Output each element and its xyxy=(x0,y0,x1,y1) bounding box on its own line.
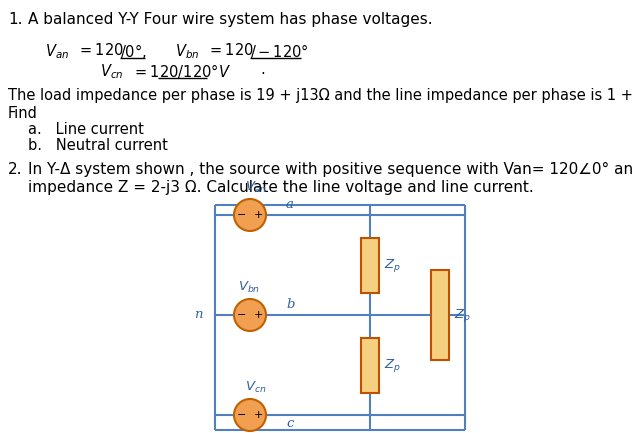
Text: $V_{bn}$: $V_{bn}$ xyxy=(238,280,260,295)
Text: $V_{cn}$: $V_{cn}$ xyxy=(100,62,123,81)
Text: n: n xyxy=(194,308,203,321)
Text: −: − xyxy=(237,210,246,220)
Bar xyxy=(361,237,379,293)
Text: a.   Line current: a. Line current xyxy=(28,122,144,137)
Text: a: a xyxy=(286,198,294,211)
Text: $Z_p$: $Z_p$ xyxy=(384,356,401,374)
Text: The load impedance per phase is 19 + j13Ω and the line impedance per phase is 1 : The load impedance per phase is 19 + j13… xyxy=(8,88,633,103)
Text: 1.: 1. xyxy=(8,12,23,27)
Text: impedance Z = 2-j3 Ω. Calculate the line voltage and line current.: impedance Z = 2-j3 Ω. Calculate the line… xyxy=(28,180,534,195)
Bar xyxy=(431,270,449,360)
Text: $V_{an}$: $V_{an}$ xyxy=(45,42,69,61)
Text: $= 120$: $= 120$ xyxy=(77,42,124,58)
Text: $/0°,$: $/0°,$ xyxy=(120,42,147,61)
Text: −: − xyxy=(237,310,246,320)
Text: $= 120/120° V$: $= 120/120° V$ xyxy=(132,62,231,80)
Text: $V_{cn}$: $V_{cn}$ xyxy=(245,380,266,395)
Text: A balanced Y-Y Four wire system has phase voltages.: A balanced Y-Y Four wire system has phas… xyxy=(28,12,432,27)
Ellipse shape xyxy=(234,399,266,431)
Text: $Z_p$: $Z_p$ xyxy=(384,256,401,274)
Text: b: b xyxy=(286,298,294,311)
Text: c: c xyxy=(286,417,293,430)
Text: 2.: 2. xyxy=(8,162,23,177)
Text: Find: Find xyxy=(8,106,38,121)
Ellipse shape xyxy=(234,199,266,231)
Bar xyxy=(361,337,379,392)
Text: +: + xyxy=(254,310,263,320)
Text: +: + xyxy=(254,210,263,220)
Text: In Y-Δ system shown , the source with positive sequence with Van= 120∠0° and pha: In Y-Δ system shown , the source with po… xyxy=(28,162,633,177)
Text: $/-120°$: $/-120°$ xyxy=(250,42,309,60)
Text: +: + xyxy=(254,410,263,420)
Text: −: − xyxy=(237,410,246,420)
Text: .: . xyxy=(260,62,265,77)
Text: $Z_p$: $Z_p$ xyxy=(454,307,471,323)
Text: $= 120$: $= 120$ xyxy=(207,42,254,58)
Text: b.   Neutral current: b. Neutral current xyxy=(28,138,168,153)
Ellipse shape xyxy=(234,299,266,331)
Text: $V_{bn}$: $V_{bn}$ xyxy=(175,42,199,61)
Text: $V_{an}$: $V_{an}$ xyxy=(245,180,267,195)
